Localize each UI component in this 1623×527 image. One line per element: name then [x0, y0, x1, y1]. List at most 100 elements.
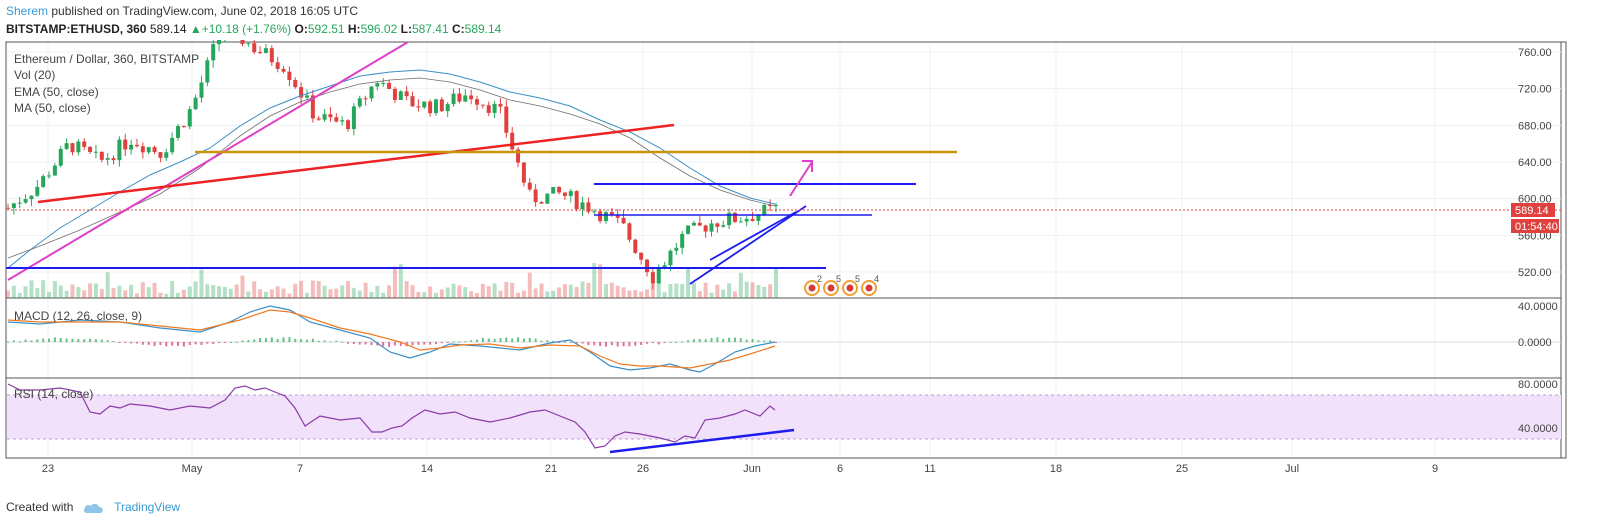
candle-body: [152, 147, 157, 153]
projection-arrow-head: [802, 160, 813, 172]
event-markers[interactable]: 2 5 5 4: [804, 274, 879, 296]
macd-hist-bar: [517, 337, 520, 342]
candle-body: [510, 132, 515, 150]
macd-hist-bar: [563, 341, 566, 343]
legend-ema[interactable]: EMA (50, close): [14, 85, 99, 99]
volume-bar: [738, 272, 743, 298]
macd-hist-bar: [194, 342, 197, 345]
open-label: O:: [294, 22, 308, 36]
candle-body: [304, 95, 309, 98]
candle-body: [64, 143, 69, 149]
macd-hist-bar: [42, 338, 45, 342]
price-tick-label: 520.00: [1518, 267, 1552, 279]
time-tick-label: 9: [1432, 463, 1438, 475]
macd-hist-bar: [622, 342, 625, 347]
candle-body: [375, 83, 380, 87]
macd-hist-bar: [733, 337, 736, 342]
legend-vol[interactable]: Vol (20): [14, 68, 56, 82]
blue-ascending-line-1[interactable]: [689, 205, 807, 285]
macd-hist-bar: [53, 337, 56, 342]
projection-arrow[interactable]: [789, 161, 813, 197]
candle-body: [275, 62, 280, 69]
volume-bar: [774, 267, 778, 298]
candle-body: [211, 44, 216, 61]
candle-body: [504, 106, 509, 133]
volume-bar: [410, 285, 415, 298]
volume-bar: [99, 288, 104, 298]
time-axis[interactable]: 23 May 7 14 21 26 Jun 6 11 18 25 Jul 9: [42, 463, 1438, 475]
macd-hist-bar: [440, 342, 443, 344]
price-chart[interactable]: 760.00720.00680.00640.00600.00560.00520.…: [0, 40, 1623, 510]
candle-body: [756, 214, 761, 221]
macd-hist-bar: [716, 337, 719, 342]
volume-bar: [357, 290, 362, 298]
candle-body: [574, 191, 579, 210]
volume-bar: [111, 287, 116, 298]
volume-bar: [691, 282, 696, 298]
candle-body: [627, 223, 632, 240]
event-flag-dot: [827, 284, 835, 292]
blue-ascending-line-2[interactable]: [709, 211, 797, 261]
created-with-text: Created with: [6, 500, 74, 514]
macd-tick-label: 0.0000: [1518, 337, 1552, 349]
legend-macd[interactable]: MACD (12, 26, close, 9): [14, 309, 143, 323]
candle-body: [744, 218, 749, 222]
legend-rsi[interactable]: RSI (14, close): [14, 387, 94, 401]
candle-body: [263, 48, 268, 53]
volume-bar: [269, 289, 274, 298]
macd-hist-bar: [522, 338, 525, 342]
volume-bar: [199, 269, 204, 298]
macd-hist-bar: [188, 342, 191, 346]
macd-hist-bar: [300, 339, 303, 342]
volume-bar: [539, 283, 544, 298]
volume-bar: [41, 280, 46, 298]
volume-bar: [510, 282, 515, 298]
author-name[interactable]: Sherem: [6, 4, 49, 18]
tradingview-link[interactable]: TradingView: [114, 500, 181, 514]
volume-bar: [439, 289, 444, 298]
macd-hist-bar: [575, 342, 578, 344]
volume-bar: [369, 291, 374, 298]
macd-hist-bar: [634, 342, 637, 346]
footer: Created with TradingView: [6, 500, 180, 514]
volume-bar: [88, 283, 93, 298]
rsi-divergence-line[interactable]: [609, 428, 795, 454]
legend-ma[interactable]: MA (50, close): [14, 101, 91, 115]
volume-bar: [93, 283, 98, 298]
rsi-line: [7, 383, 776, 449]
candle-body: [23, 199, 28, 203]
candle-body: [140, 146, 145, 153]
low-value: 587.41: [411, 22, 449, 36]
macd-hist-bar: [669, 341, 672, 343]
candle-body: [516, 149, 521, 163]
macd-hist-bar: [253, 339, 256, 342]
macd-hist-bar: [628, 342, 631, 347]
volume-bar: [615, 285, 620, 298]
volume-bar: [52, 281, 57, 298]
candle-body: [105, 158, 110, 160]
candle-body: [146, 147, 151, 153]
volume-bar: [275, 286, 280, 298]
volume-bar: [750, 282, 755, 298]
volume-bar: [557, 287, 562, 298]
volume-bar: [334, 288, 339, 298]
volume-bar: [293, 283, 298, 298]
macd-hist-bar: [94, 339, 97, 342]
macd-hist-bar: [663, 342, 666, 343]
volume-bar: [768, 284, 773, 298]
candle-body: [35, 186, 40, 196]
candle-body: [310, 95, 315, 119]
volume-bar: [392, 266, 397, 298]
time-tick-label: May: [182, 463, 203, 475]
volume-bar: [181, 289, 186, 298]
volume-bar: [592, 263, 597, 298]
macd-hist-bar: [763, 340, 766, 342]
volume-bar: [64, 290, 69, 298]
volume-bar: [363, 282, 368, 298]
price-axis[interactable]: 760.00 720.00 680.00 640.00 600.00 560.00 520.…: [1518, 47, 1558, 435]
volume-bar: [322, 285, 327, 298]
red-trend-line[interactable]: [37, 123, 675, 204]
magenta-uptrend-line[interactable]: [7, 41, 409, 281]
volume-bar: [475, 293, 480, 298]
macd-hist-bar: [698, 339, 701, 342]
